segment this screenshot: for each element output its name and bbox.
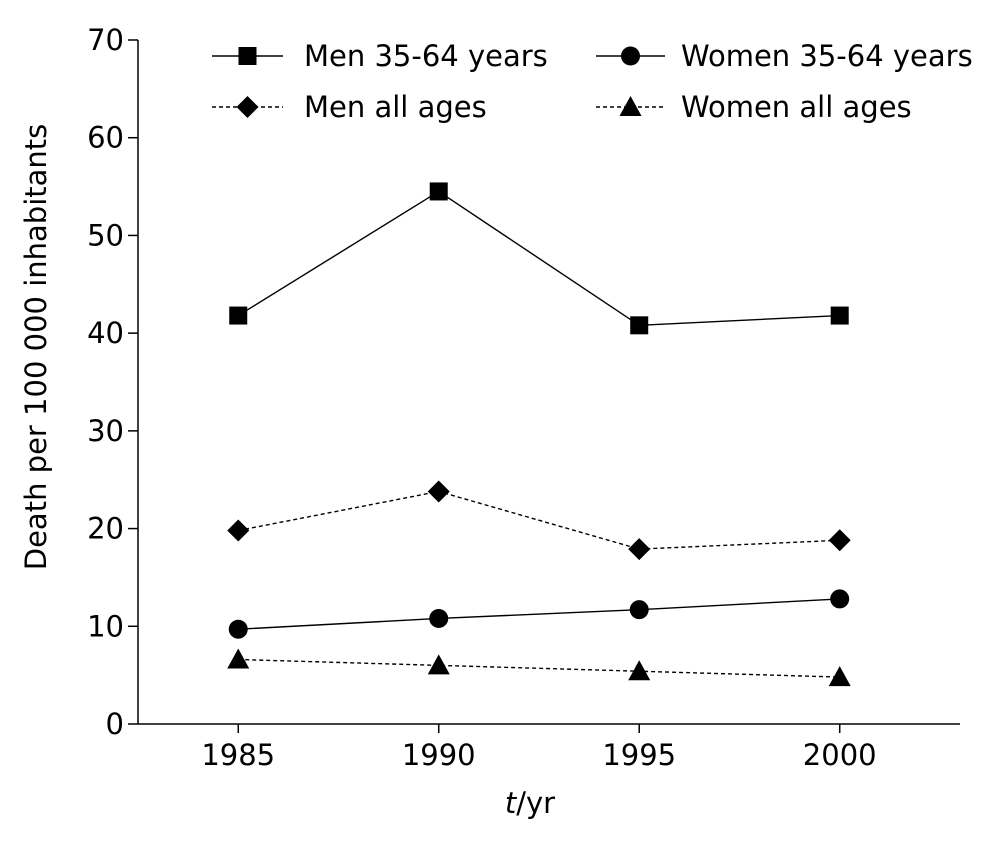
axes: 0 10 20 30 40 50 60 70 1985 1990 1995 2000 [87,23,960,772]
y-tick-label: 0 [106,707,124,741]
data-point-square [229,306,248,325]
data-point-square [429,182,448,201]
legend-label: Women all ages [681,90,912,124]
legend-marker-triangle [619,96,642,116]
data-point-triangle [828,666,851,687]
data-point-triangle [427,654,450,675]
data-point-circle [429,608,449,628]
legend-label: Men 35-64 years [304,39,548,73]
y-tick-label: 60 [87,121,124,155]
x-tick-label: 1985 [201,738,275,772]
x-axis-title-italic: t [505,786,518,820]
x-tick-label: 1995 [602,738,676,772]
data-point-square [830,306,849,325]
x-axis-title-unit: /yr [516,786,555,820]
series-line-circle [238,598,840,630]
data-point-triangle [628,660,651,681]
series-line-diamond [238,490,840,550]
x-axis-title: t/yr [505,786,555,820]
series-lines [237,190,840,678]
legend-marker-circle [621,46,640,66]
data-point-diamond [227,519,250,542]
data-point-triangle [227,648,250,669]
data-point-diamond [628,538,651,561]
legend-marker-diamond [236,96,259,118]
legend-marker-square [238,47,257,65]
y-tick-label: 20 [87,512,124,546]
data-point-square [630,316,649,335]
series-markers [227,182,851,687]
series-line-square [237,190,840,327]
x-tick-label: 2000 [803,738,877,772]
y-tick-label: 30 [87,414,124,448]
data-point-circle [830,589,850,609]
y-axis-title: Death per 100 000 inhabitants [19,124,53,571]
legend: Men 35-64 years Women 35-64 years Men all … [212,39,973,124]
x-tick-label: 1990 [402,738,476,772]
data-point-diamond [828,529,851,552]
y-tick-label: 40 [87,316,124,350]
y-tick-label: 10 [87,609,124,643]
legend-label: Men all ages [304,90,487,124]
data-point-diamond [427,480,450,503]
y-tick-label: 70 [87,23,124,57]
legend-label: Women 35-64 years [681,39,973,73]
y-tick-label: 50 [87,218,124,252]
data-point-circle [228,619,248,639]
series-line-triangle [238,658,840,678]
data-point-circle [629,600,649,620]
